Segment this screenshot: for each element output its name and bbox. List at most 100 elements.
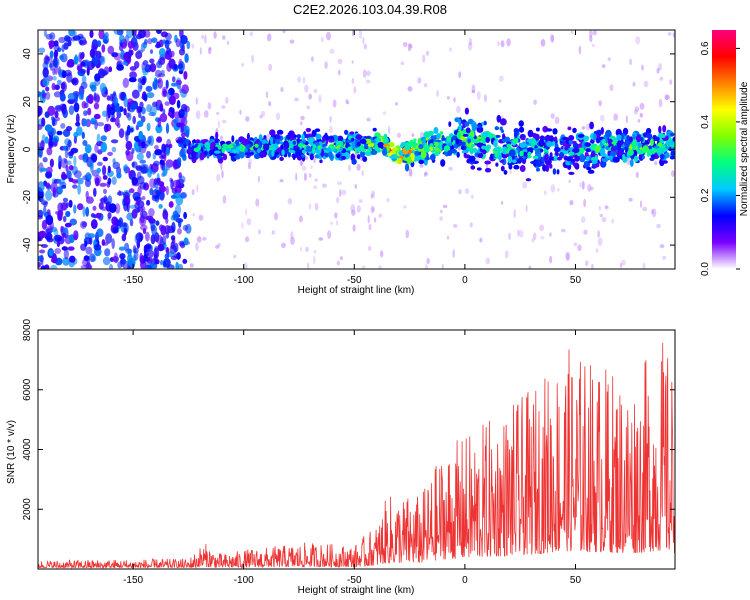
- spectrogram-cell: [408, 168, 413, 177]
- spectrogram-cell: [68, 30, 75, 37]
- y-tick-label: 4000: [22, 438, 33, 461]
- spectrogram-cell: [102, 35, 110, 45]
- spectrogram-cell: [171, 82, 179, 87]
- spectrogram-cell: [109, 263, 114, 269]
- spectrogram-cell: [635, 36, 641, 45]
- spectrogram-cell: [591, 156, 595, 161]
- spectrogram-cell: [119, 34, 125, 43]
- spectrogram-cell: [120, 256, 125, 268]
- spectrogram-cell: [305, 127, 312, 133]
- spectrogram-cell: [176, 139, 184, 144]
- spectrogram-cell: [565, 252, 570, 261]
- spectrogram-cell: [181, 84, 189, 94]
- spectrogram-cell: [166, 47, 172, 55]
- snr-x-ticks: -150 -100 -50 0 50: [123, 330, 581, 586]
- spectrogram-cell: [528, 265, 532, 269]
- spectrogram-cell: [161, 143, 167, 154]
- spectrogram-cell: [583, 198, 586, 208]
- spectrogram-cell: [519, 150, 524, 157]
- spectrogram-cell: [127, 257, 136, 268]
- spectrogram-cell: [144, 38, 148, 45]
- x-tick-label: -150: [123, 275, 143, 286]
- spectrogram-cell: [38, 255, 44, 262]
- spectrogram-cell: [90, 43, 99, 50]
- spectrogram-cell: [311, 56, 314, 62]
- spectrogram-cell: [289, 39, 295, 44]
- x-tick-label: 50: [570, 575, 582, 586]
- spectrogram-cell: [564, 145, 569, 151]
- spectrogram-cell: [507, 155, 513, 164]
- spectrogram-cell: [246, 218, 252, 226]
- spectrogram-cell: [641, 64, 644, 71]
- spectrogram-cell: [334, 212, 338, 219]
- spectrogram-cell: [73, 230, 79, 241]
- spectrogram-cell: [118, 128, 125, 139]
- spectrogram-cell: [493, 147, 501, 152]
- spectrogram-cell: [287, 198, 293, 205]
- spectrogram-cell: [368, 146, 372, 151]
- spectrogram-cell: [477, 152, 484, 159]
- spectrogram-cell: [89, 30, 94, 38]
- spectrogram-cell: [639, 200, 643, 208]
- x-tick-label: -50: [347, 575, 362, 586]
- spectrogram-cell: [113, 52, 122, 61]
- spectrogram-cell: [597, 237, 603, 246]
- spectrogram-cell: [222, 195, 227, 204]
- spectrogram-cell: [123, 195, 131, 207]
- spectrogram-cell: [642, 206, 648, 212]
- spectrogram-cell: [170, 194, 177, 199]
- spectrogram-cell: [352, 224, 356, 232]
- spectrogram-cell: [453, 97, 456, 103]
- spectrogram-cell: [191, 189, 195, 196]
- spectrogram-cell: [226, 144, 234, 149]
- spectrogram-cell: [131, 177, 139, 186]
- spectrogram-cell: [336, 196, 340, 204]
- spectrogram-cell: [579, 181, 582, 188]
- spectrogram-cell: [46, 147, 53, 156]
- spectrogram-cell: [41, 117, 46, 127]
- spectrogram-cell: [125, 248, 133, 254]
- spectrogram-cell: [465, 188, 470, 195]
- spectrogram-cell: [468, 37, 472, 46]
- spectrogram-cell: [462, 133, 469, 137]
- spectrogram-cell: [102, 165, 107, 176]
- spectrogram-cell: [53, 44, 60, 52]
- spectrogram-cell: [572, 162, 579, 167]
- spectrogram-cell: [239, 151, 245, 159]
- spectrogram-cell: [198, 214, 204, 221]
- spectrogram-cell: [513, 209, 516, 218]
- spectrogram-cell: [351, 60, 354, 64]
- spectrogram-cell: [269, 136, 274, 145]
- spectrogram-cell: [215, 245, 220, 249]
- spectrogram-cell: [134, 61, 140, 69]
- spectrogram-cell: [125, 140, 133, 151]
- spectrogram-cell: [312, 144, 317, 150]
- spectrogram-cell: [96, 122, 105, 127]
- spectrogram-cell: [165, 146, 170, 156]
- spectrogram-cell: [348, 164, 351, 172]
- spectrogram-cell: [146, 257, 153, 264]
- spectrogram-cell: [470, 165, 476, 170]
- spectrogram-cell: [73, 56, 79, 65]
- y-tick-label: 0: [22, 146, 33, 152]
- spectrogram-cell: [85, 206, 90, 217]
- spectrogram-cell: [640, 137, 644, 142]
- spectrogram-cell: [545, 128, 553, 132]
- spectrogram-cell: [189, 263, 194, 268]
- colorbar-label: Normalized spectral amplitude: [739, 81, 750, 216]
- spectrogram-cell: [616, 134, 622, 141]
- spectrogram-cell: [60, 82, 66, 90]
- spectrogram-cell: [107, 195, 113, 205]
- spectrogram-cell: [346, 101, 350, 105]
- spectrogram-cell: [249, 151, 254, 156]
- spectrogram-cell: [131, 89, 140, 99]
- spectrogram-cell: [635, 135, 642, 143]
- spectrogram-cell: [94, 175, 102, 184]
- spectrogram-cell: [203, 150, 208, 156]
- spectrogram-cell: [107, 177, 112, 185]
- spectrogram-cell: [115, 203, 121, 214]
- spectrogram-cell: [90, 213, 96, 218]
- spectrogram-cell: [476, 91, 481, 101]
- spectrogram-cell: [141, 141, 146, 149]
- spectrogram-cell: [544, 190, 547, 196]
